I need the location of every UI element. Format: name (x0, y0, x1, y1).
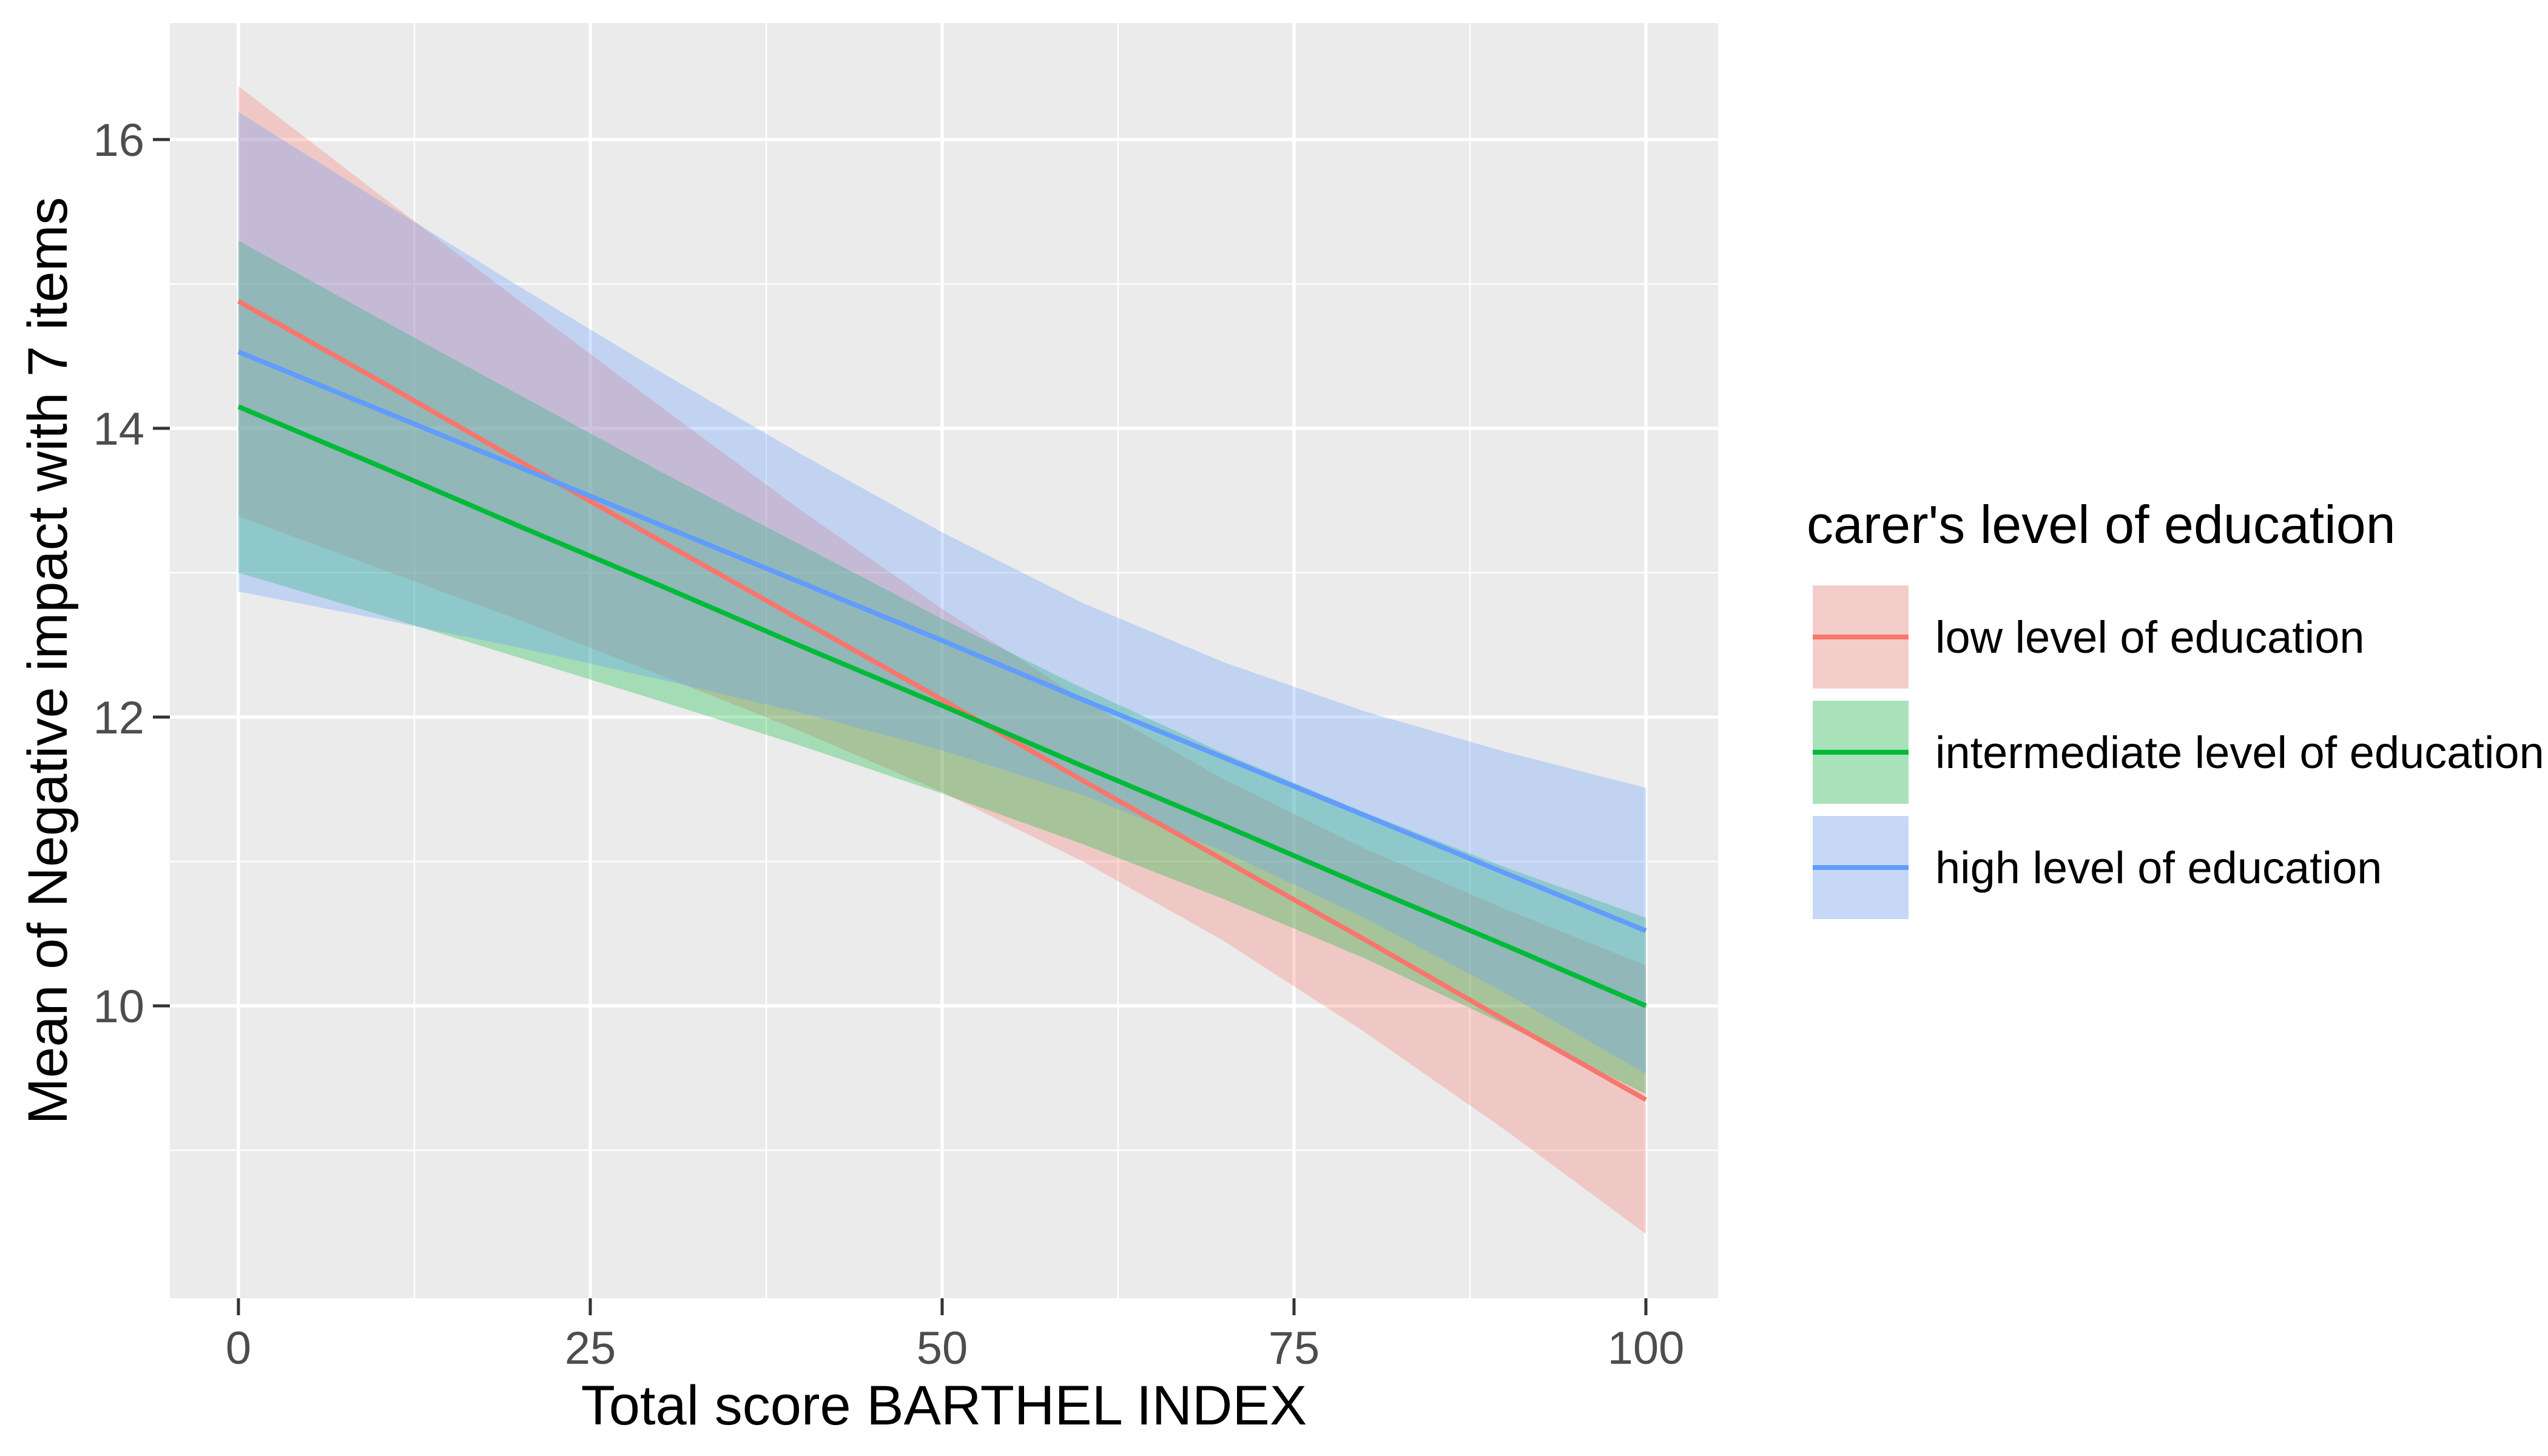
x-tick-label: 100 (1608, 1323, 1685, 1374)
legend-item-high: high level of education (1813, 816, 2382, 919)
trend-line-low (237, 299, 1647, 1102)
legend-item-label: low level of education (1935, 612, 2365, 662)
x-tick-label: 0 (226, 1323, 251, 1374)
legend-item-low: low level of education (1813, 585, 2365, 689)
y-axis-title: Mean of Negative impact with 7 items (17, 197, 79, 1125)
legend-item-intermediate: intermediate level of education (1813, 701, 2544, 804)
y-tick-label: 10 (93, 981, 144, 1033)
legend-items: low level of education intermediate level… (1813, 585, 2544, 919)
x-tick-label: 25 (565, 1323, 616, 1374)
confidence-bands (238, 86, 1646, 1235)
legend: carer's level of education low level of … (1807, 494, 2544, 919)
plot-panel (170, 23, 1718, 1298)
ci-band-low (238, 86, 1646, 1235)
y-tick-label: 12 (93, 692, 144, 744)
y-tick-label: 14 (93, 403, 144, 455)
x-tick-label: 75 (1269, 1323, 1320, 1374)
legend-item-label: high level of education (1935, 843, 2382, 893)
legend-item-label: intermediate level of education (1935, 727, 2544, 778)
y-axis-tick-labels: 10 12 14 16 (93, 115, 144, 1033)
trend-lines (237, 299, 1647, 1102)
legend-title: carer's level of education (1807, 494, 2396, 554)
ci-band-high (238, 112, 1646, 1074)
x-axis-title: Total score BARTHEL INDEX (581, 1375, 1307, 1437)
axis-ticks (153, 138, 1648, 1315)
x-axis-tick-labels: 0 25 50 75 100 (226, 1323, 1685, 1374)
ci-band-intermediate (238, 240, 1646, 1094)
grid-minor (170, 23, 1718, 1298)
trend-line-intermediate (237, 404, 1647, 1008)
x-tick-label: 50 (917, 1323, 968, 1374)
trend-line-high (237, 349, 1647, 933)
y-tick-label: 16 (93, 115, 144, 166)
